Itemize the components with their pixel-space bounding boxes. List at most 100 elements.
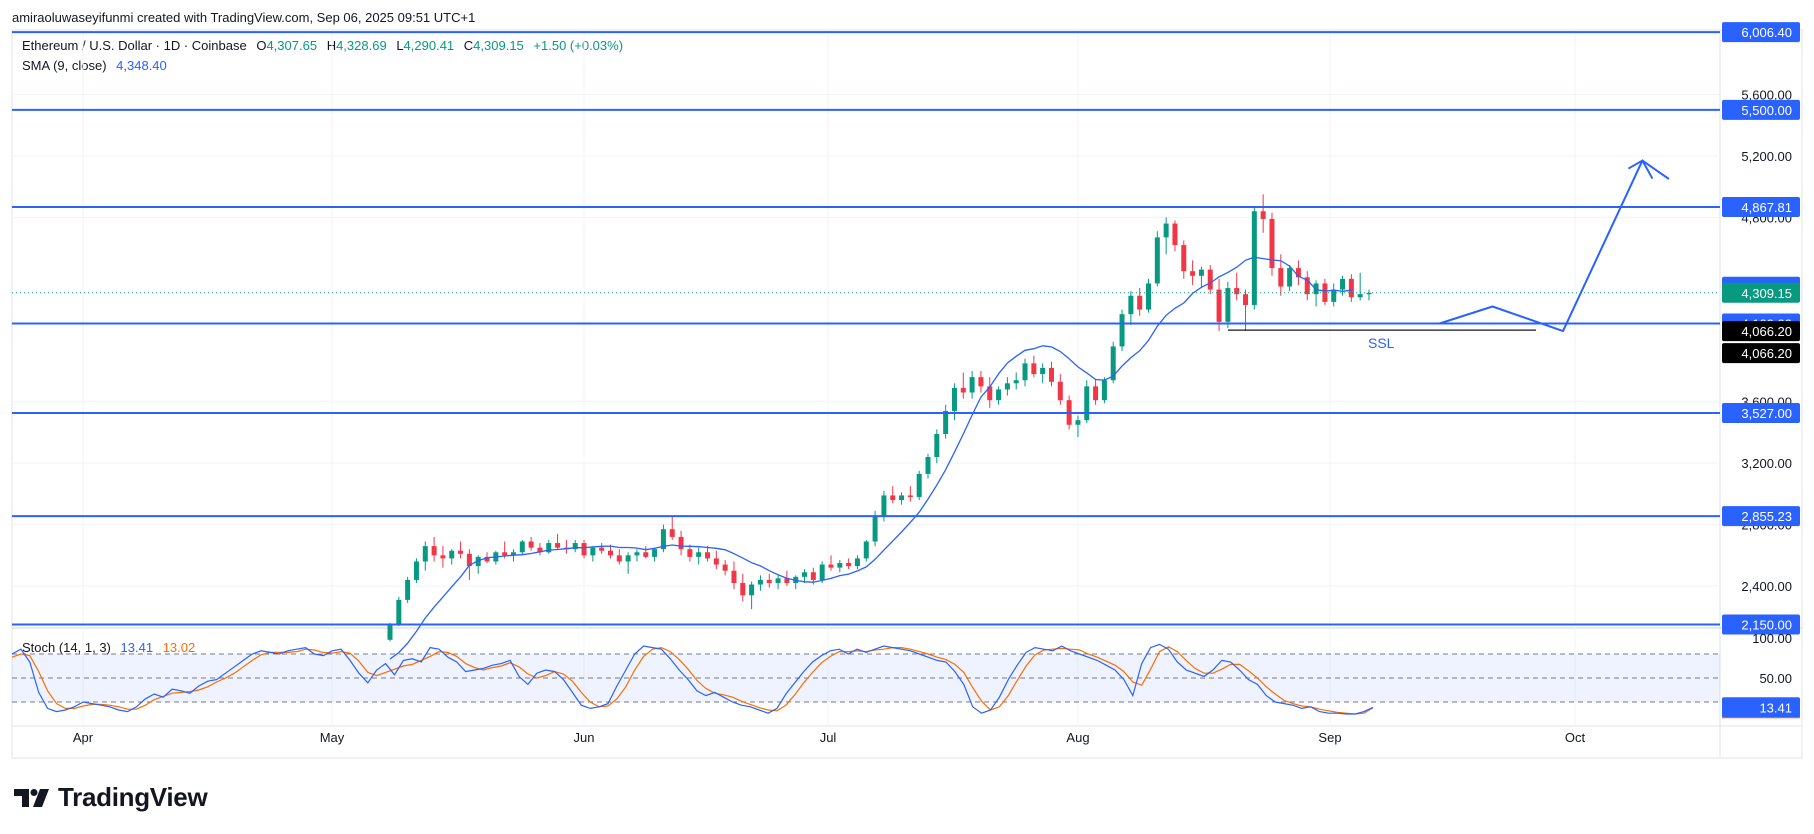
- candle-down: [537, 547, 543, 553]
- candle-up: [696, 552, 702, 557]
- open-label: O: [256, 38, 267, 53]
- candle-up: [899, 495, 905, 501]
- price-tick-label: 5,200.00: [1741, 149, 1792, 164]
- candle-down: [784, 578, 790, 583]
- level-price-badge: 2,150.00: [1741, 617, 1792, 632]
- candle-up: [422, 546, 428, 562]
- candle-up: [819, 564, 825, 580]
- time-axis-label: Sep: [1318, 730, 1341, 745]
- candle-down: [978, 377, 984, 387]
- candle-down: [431, 546, 437, 556]
- candle-up: [916, 473, 922, 497]
- candle-down: [1348, 278, 1354, 298]
- candle-up: [1251, 211, 1257, 305]
- candle-down: [555, 543, 561, 548]
- candle-down: [740, 582, 746, 596]
- candle-down: [1216, 289, 1222, 322]
- candle-up: [837, 563, 843, 568]
- candle-up: [749, 584, 755, 596]
- symbol-legend[interactable]: Ethereum / U.S. Dollar · 1D · Coinbase O…: [22, 38, 629, 53]
- candle-down: [1172, 223, 1178, 246]
- crosshair-price-badge-bg: [1722, 343, 1800, 364]
- sma-line: [389, 256, 1352, 660]
- candle-down: [1278, 268, 1284, 287]
- candle-down: [960, 387, 966, 393]
- candle-up: [1357, 294, 1363, 298]
- time-axis-label: Aug: [1066, 730, 1089, 745]
- close-value: 4,309.15: [473, 38, 524, 53]
- crosshair-price-badge: 4,066.20: [1741, 324, 1792, 339]
- sma-label[interactable]: SMA (9, close): [22, 58, 107, 73]
- level-price-badge: 4,867.81: [1741, 200, 1792, 215]
- open-value: 4,307.65: [266, 38, 318, 53]
- candle-down: [484, 556, 490, 562]
- candle-up: [1225, 288, 1231, 322]
- candle-up: [1366, 292, 1372, 295]
- time-axis-label: Jul: [820, 730, 837, 745]
- candle-up: [943, 410, 949, 434]
- candle-down: [1137, 295, 1143, 310]
- candle-down: [599, 547, 605, 551]
- candle-down: [1260, 211, 1266, 219]
- candle-down: [466, 553, 472, 567]
- candle-up: [1163, 223, 1169, 238]
- candle-up: [863, 541, 869, 559]
- candle-down: [502, 552, 508, 556]
- candle-down: [669, 529, 675, 537]
- change-value: +1.50 (+0.03%): [533, 38, 624, 53]
- candle-up: [996, 389, 1002, 401]
- candle-up: [387, 624, 393, 640]
- ssl-label: SSL: [1368, 335, 1395, 351]
- stoch-k-line: [11, 643, 1374, 715]
- candle-down: [678, 536, 684, 550]
- high-label: H: [326, 38, 337, 53]
- crosshair-price-badge: 4,066.20: [1741, 346, 1792, 361]
- candle-up: [925, 457, 931, 474]
- crosshair-price-badge-bg: [1722, 321, 1800, 342]
- projection-arrow-head: [1627, 159, 1654, 180]
- chart-frame: [11, 29, 1803, 759]
- price-tick-label: 5,600.00: [1741, 88, 1792, 103]
- close-label: C: [463, 38, 474, 53]
- stoch-label[interactable]: Stoch (14, 1, 3): [22, 640, 111, 655]
- sma-legend[interactable]: SMA (9, close) 4,348.40: [22, 58, 173, 73]
- candle-down: [1234, 288, 1240, 295]
- candle-down: [907, 495, 913, 497]
- candle-up: [1101, 380, 1107, 401]
- tradingview-logo[interactable]: TradingView: [14, 782, 208, 813]
- candle-up: [634, 552, 640, 556]
- candle-up: [802, 572, 808, 577]
- candle-up: [1340, 278, 1346, 290]
- candle-up: [546, 543, 552, 553]
- candle-up: [1128, 295, 1134, 315]
- stoch-legend[interactable]: Stoch (14, 1, 3) 13.41 13.02: [22, 640, 201, 655]
- candle-down: [1269, 218, 1275, 269]
- candle-up: [757, 579, 763, 585]
- candle-down: [828, 564, 834, 568]
- candle-up: [590, 547, 596, 556]
- candle-down: [1048, 367, 1054, 382]
- candle-down: [731, 570, 737, 583]
- candle-down: [643, 552, 649, 557]
- candle-up: [969, 377, 975, 393]
- level-price-badge-bg: [1722, 506, 1800, 527]
- candle-down: [440, 555, 446, 559]
- symbol-title[interactable]: Ethereum / U.S. Dollar · 1D · Coinbase: [22, 38, 247, 53]
- candle-down: [713, 558, 719, 565]
- last-price-badge-bg: [1722, 282, 1800, 303]
- candle-down: [1243, 294, 1249, 305]
- candle-up: [413, 561, 419, 580]
- candle-up: [1287, 268, 1293, 287]
- stoch-tick-label: 100.00: [1752, 631, 1792, 646]
- candle-down: [890, 495, 896, 501]
- candle-up: [625, 555, 631, 562]
- candle-up: [1075, 420, 1081, 425]
- stoch-tick-label: 50.00: [1759, 671, 1792, 686]
- candle-down: [1295, 268, 1301, 278]
- level-price-badge-bg: [1722, 196, 1800, 217]
- candle-down: [581, 543, 587, 556]
- candle-down: [607, 550, 613, 556]
- candle-down: [1304, 277, 1310, 295]
- candle-down: [1190, 271, 1196, 276]
